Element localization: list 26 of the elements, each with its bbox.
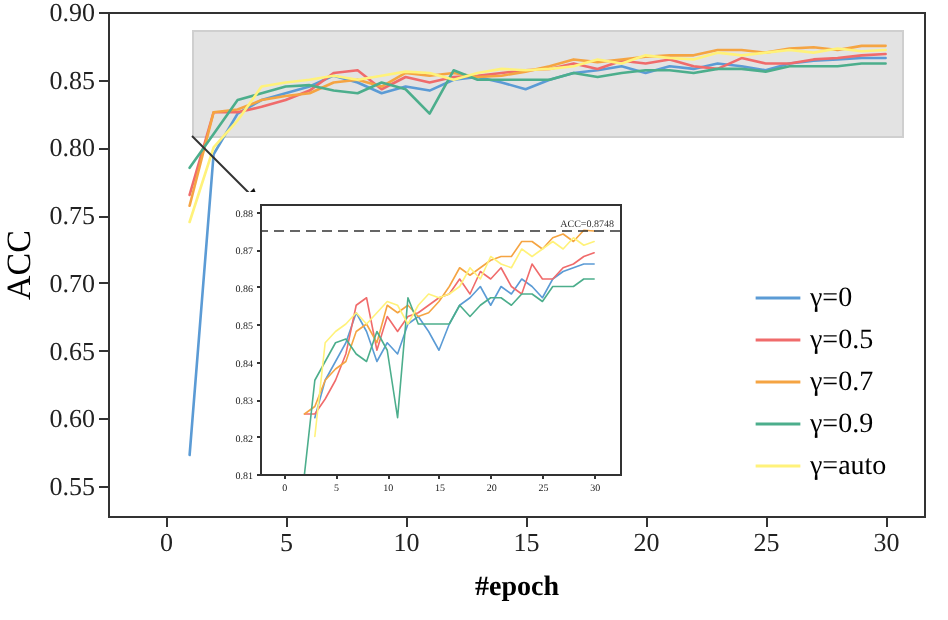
line-series — [314, 236, 595, 438]
y-axis-title: ACC — [0, 230, 38, 300]
legend-label: γ=0 — [808, 284, 853, 314]
y-tick-label: 0.75 — [49, 200, 95, 231]
legend-label: γ=0.7 — [808, 368, 874, 398]
y-tick-label: 0.55 — [49, 471, 95, 502]
line-series — [303, 278, 595, 474]
x-tick-label: 5 — [280, 527, 294, 557]
y-tick-label: 0.80 — [49, 132, 95, 163]
y-tick-label: 0.65 — [49, 335, 95, 366]
line-series — [188, 62, 887, 170]
x-tick-label: 10 — [393, 527, 420, 557]
y-tick-label: 0.60 — [49, 403, 95, 434]
legend-label: γ=0.9 — [808, 410, 874, 440]
legend-label: γ=0.5 — [808, 326, 874, 356]
x-axis-title: #epoch — [475, 573, 560, 603]
legend-label: γ=auto — [808, 452, 887, 482]
x-tick-label: 15 — [513, 527, 540, 557]
x-tick-label: 20 — [633, 527, 660, 557]
y-tick-label: 0.85 — [49, 64, 95, 95]
y-tick-label: 0.90 — [49, 0, 95, 27]
line-series — [188, 56, 887, 457]
x-tick-label: 0 — [160, 527, 174, 557]
y-tick-label: 0.70 — [49, 267, 95, 298]
x-tick-label: 25 — [753, 527, 780, 557]
x-tick-label: 30 — [873, 527, 900, 557]
